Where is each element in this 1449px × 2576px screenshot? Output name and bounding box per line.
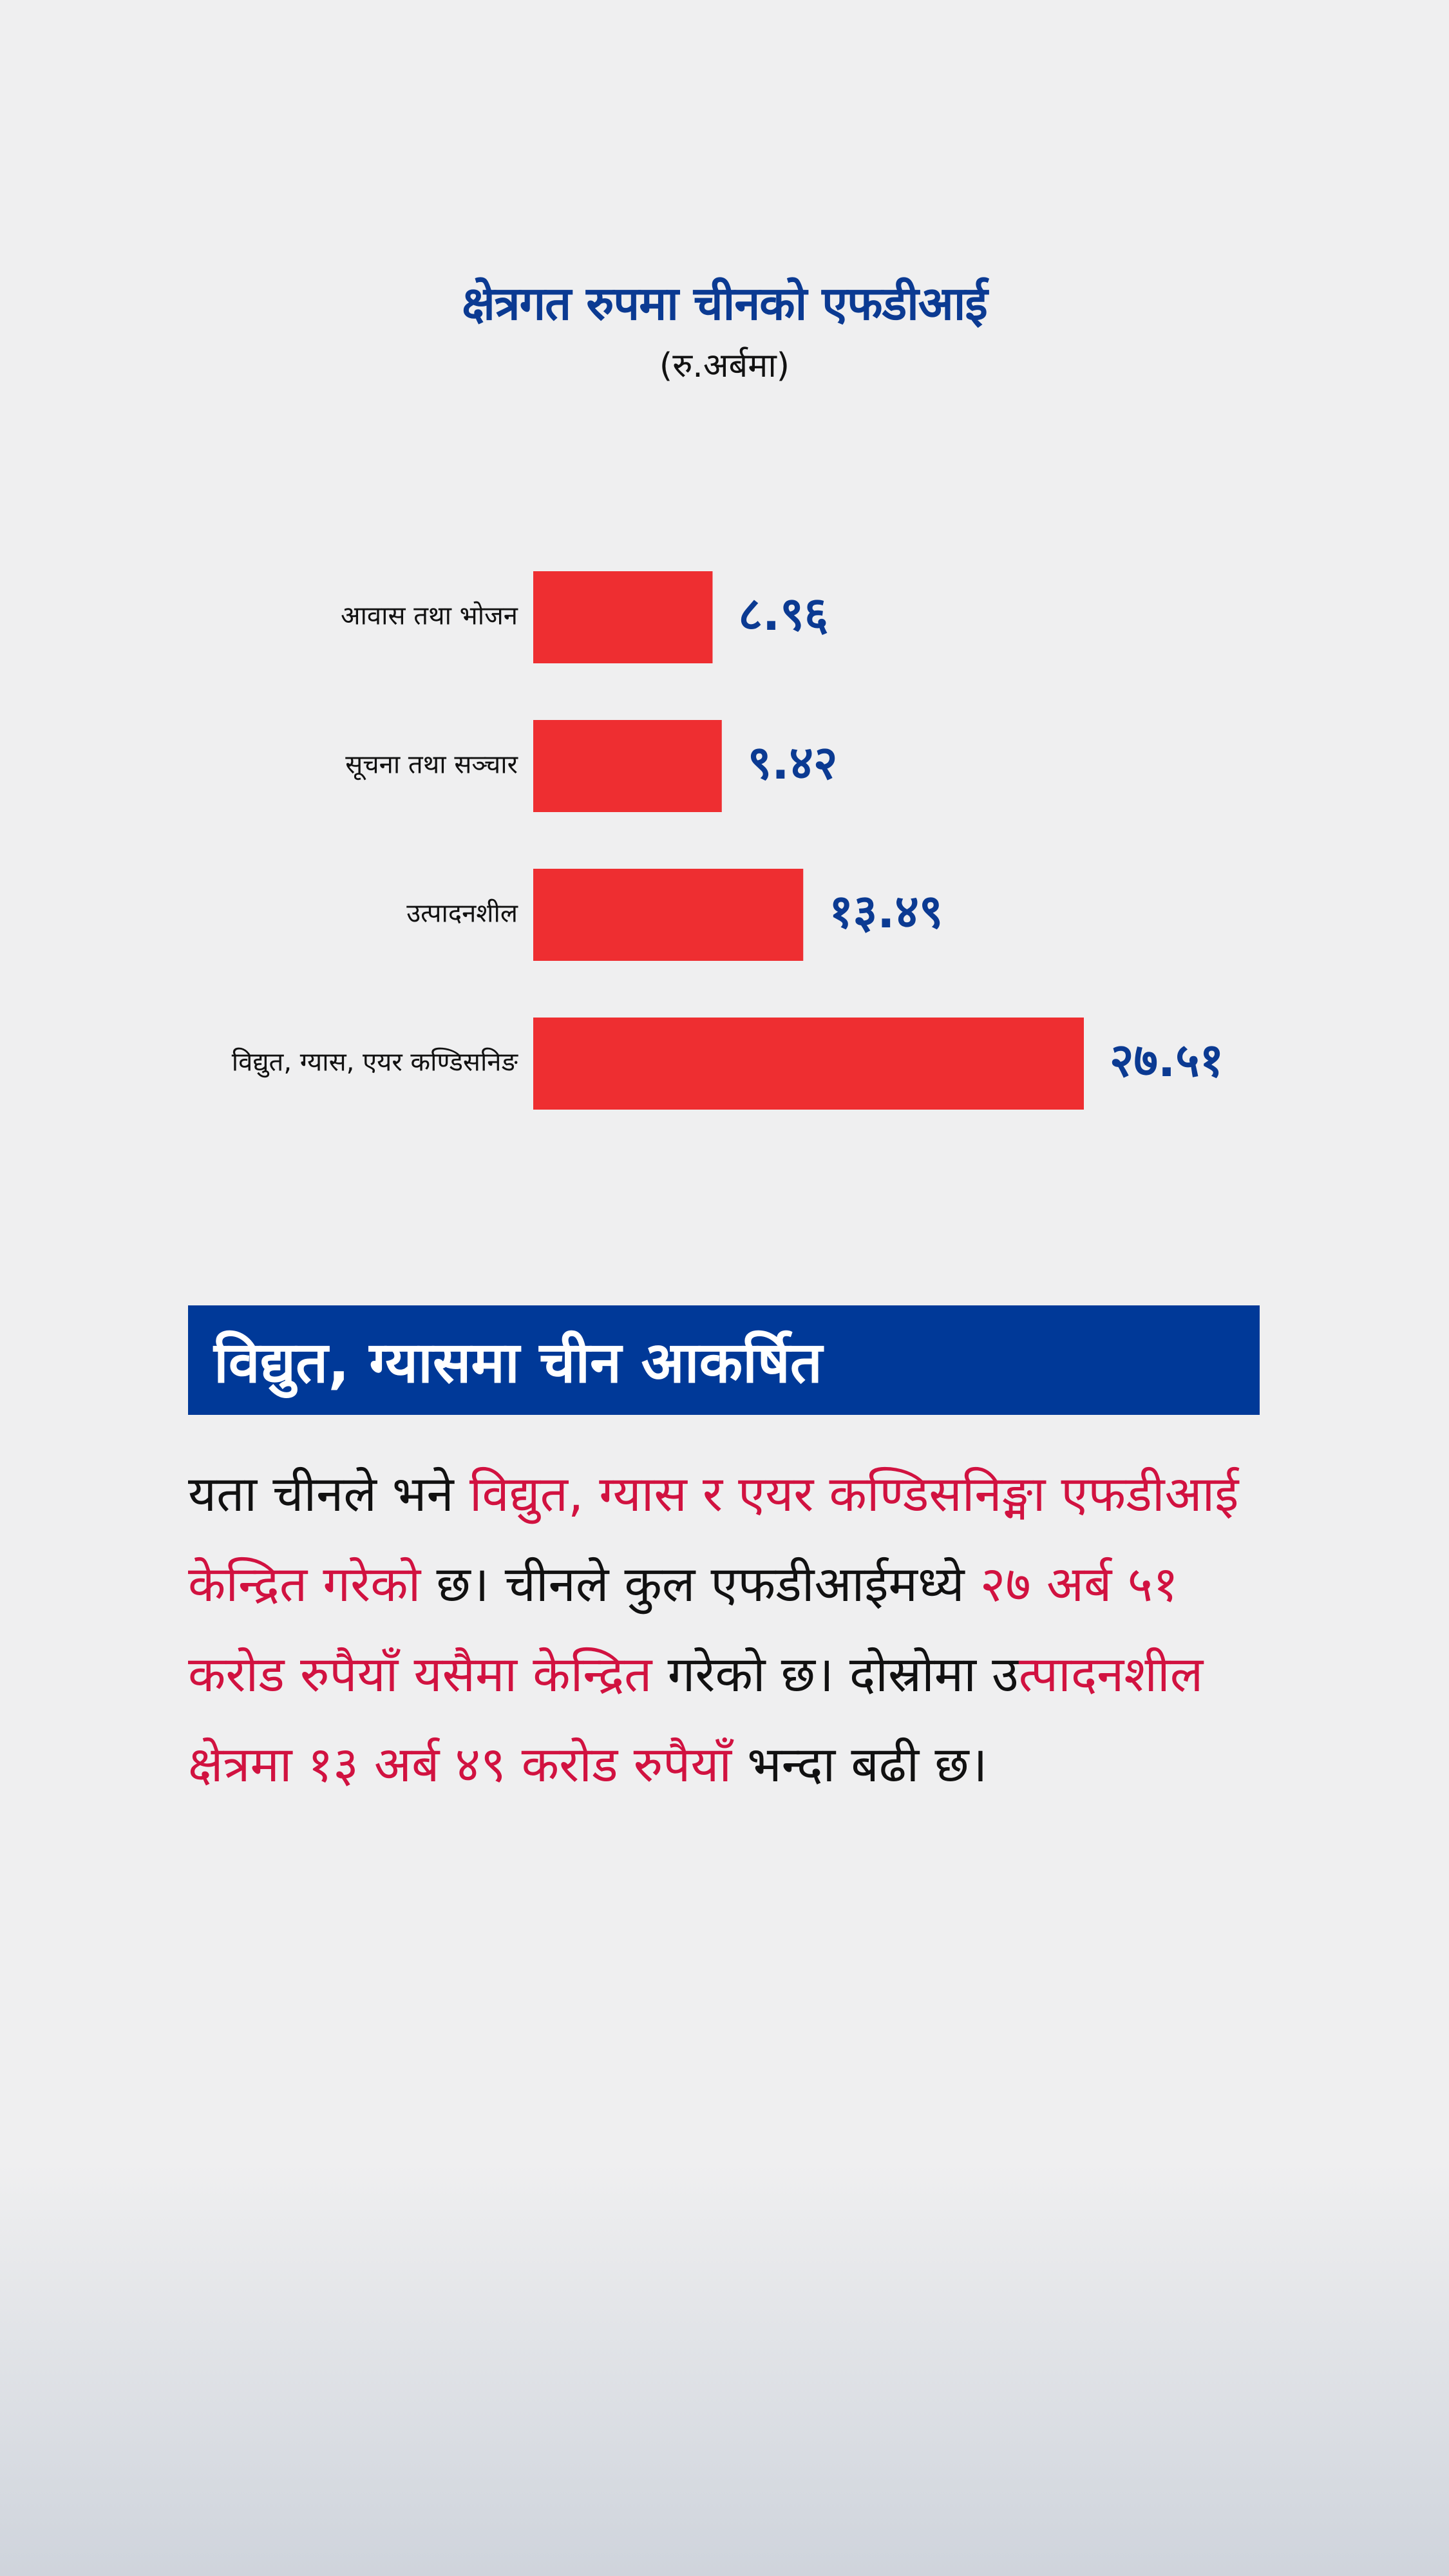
category-label: विद्युत, ग्यास, एयर कण्डिसनिङ: [232, 1048, 519, 1078]
paragraph-text: छ। चीनले कुल एफडीआईमध्ये: [421, 1555, 980, 1613]
category-label: आवास तथा भोजन: [341, 601, 518, 631]
category-label: सूचना तथा सञ्चार: [345, 750, 518, 781]
highlighted-text: विद्युत, ग्यास र एयर कण्डिसनिङ्मा एफडीआई…: [188, 1465, 1239, 1613]
highlighted-text: २७ अर्ब ५१ करोड रुपैयाँ यसैमा केन्द्रित: [188, 1555, 1179, 1703]
data-label: ८.९६: [738, 587, 828, 641]
section-heading-banner: विद्युत, ग्यासमा चीन आकर्षित: [188, 1305, 1260, 1415]
chart-subtitle: (रु.अर्बमा): [659, 346, 790, 385]
chart-title: क्षेत्रगत रुपमा चीनको एफडीआई: [462, 276, 988, 330]
paragraph-text: गरेको छ। दोस्रोमा उ: [652, 1645, 1019, 1703]
bar: [533, 1018, 1084, 1110]
section-heading: विद्युत, ग्यासमा चीन आकर्षित: [214, 1329, 822, 1396]
data-label: ९.४२: [748, 735, 838, 790]
paragraph-text: यता चीनले भने: [188, 1465, 469, 1522]
data-label: १३.४९: [829, 884, 943, 938]
category-label: उत्पादनशील: [406, 899, 518, 929]
highlighted-text: त्पादनशील क्षेत्रमा १३ अर्ब ४९ करोड रुपै…: [188, 1645, 1204, 1793]
bar: [533, 869, 804, 961]
data-label: २७.५१: [1110, 1033, 1224, 1087]
bar: [533, 720, 722, 812]
paragraph-text: भन्दा बढी छ।: [732, 1736, 988, 1793]
section-paragraph: यता चीनले भने विद्युत, ग्यास र एयर कण्डि…: [188, 1449, 1270, 1810]
bar-chart: आवास तथा भोजन ८.९६ सूचना तथा सञ्चार ९.४२ उत्…: [232, 571, 1224, 1110]
bar: [533, 571, 713, 663]
